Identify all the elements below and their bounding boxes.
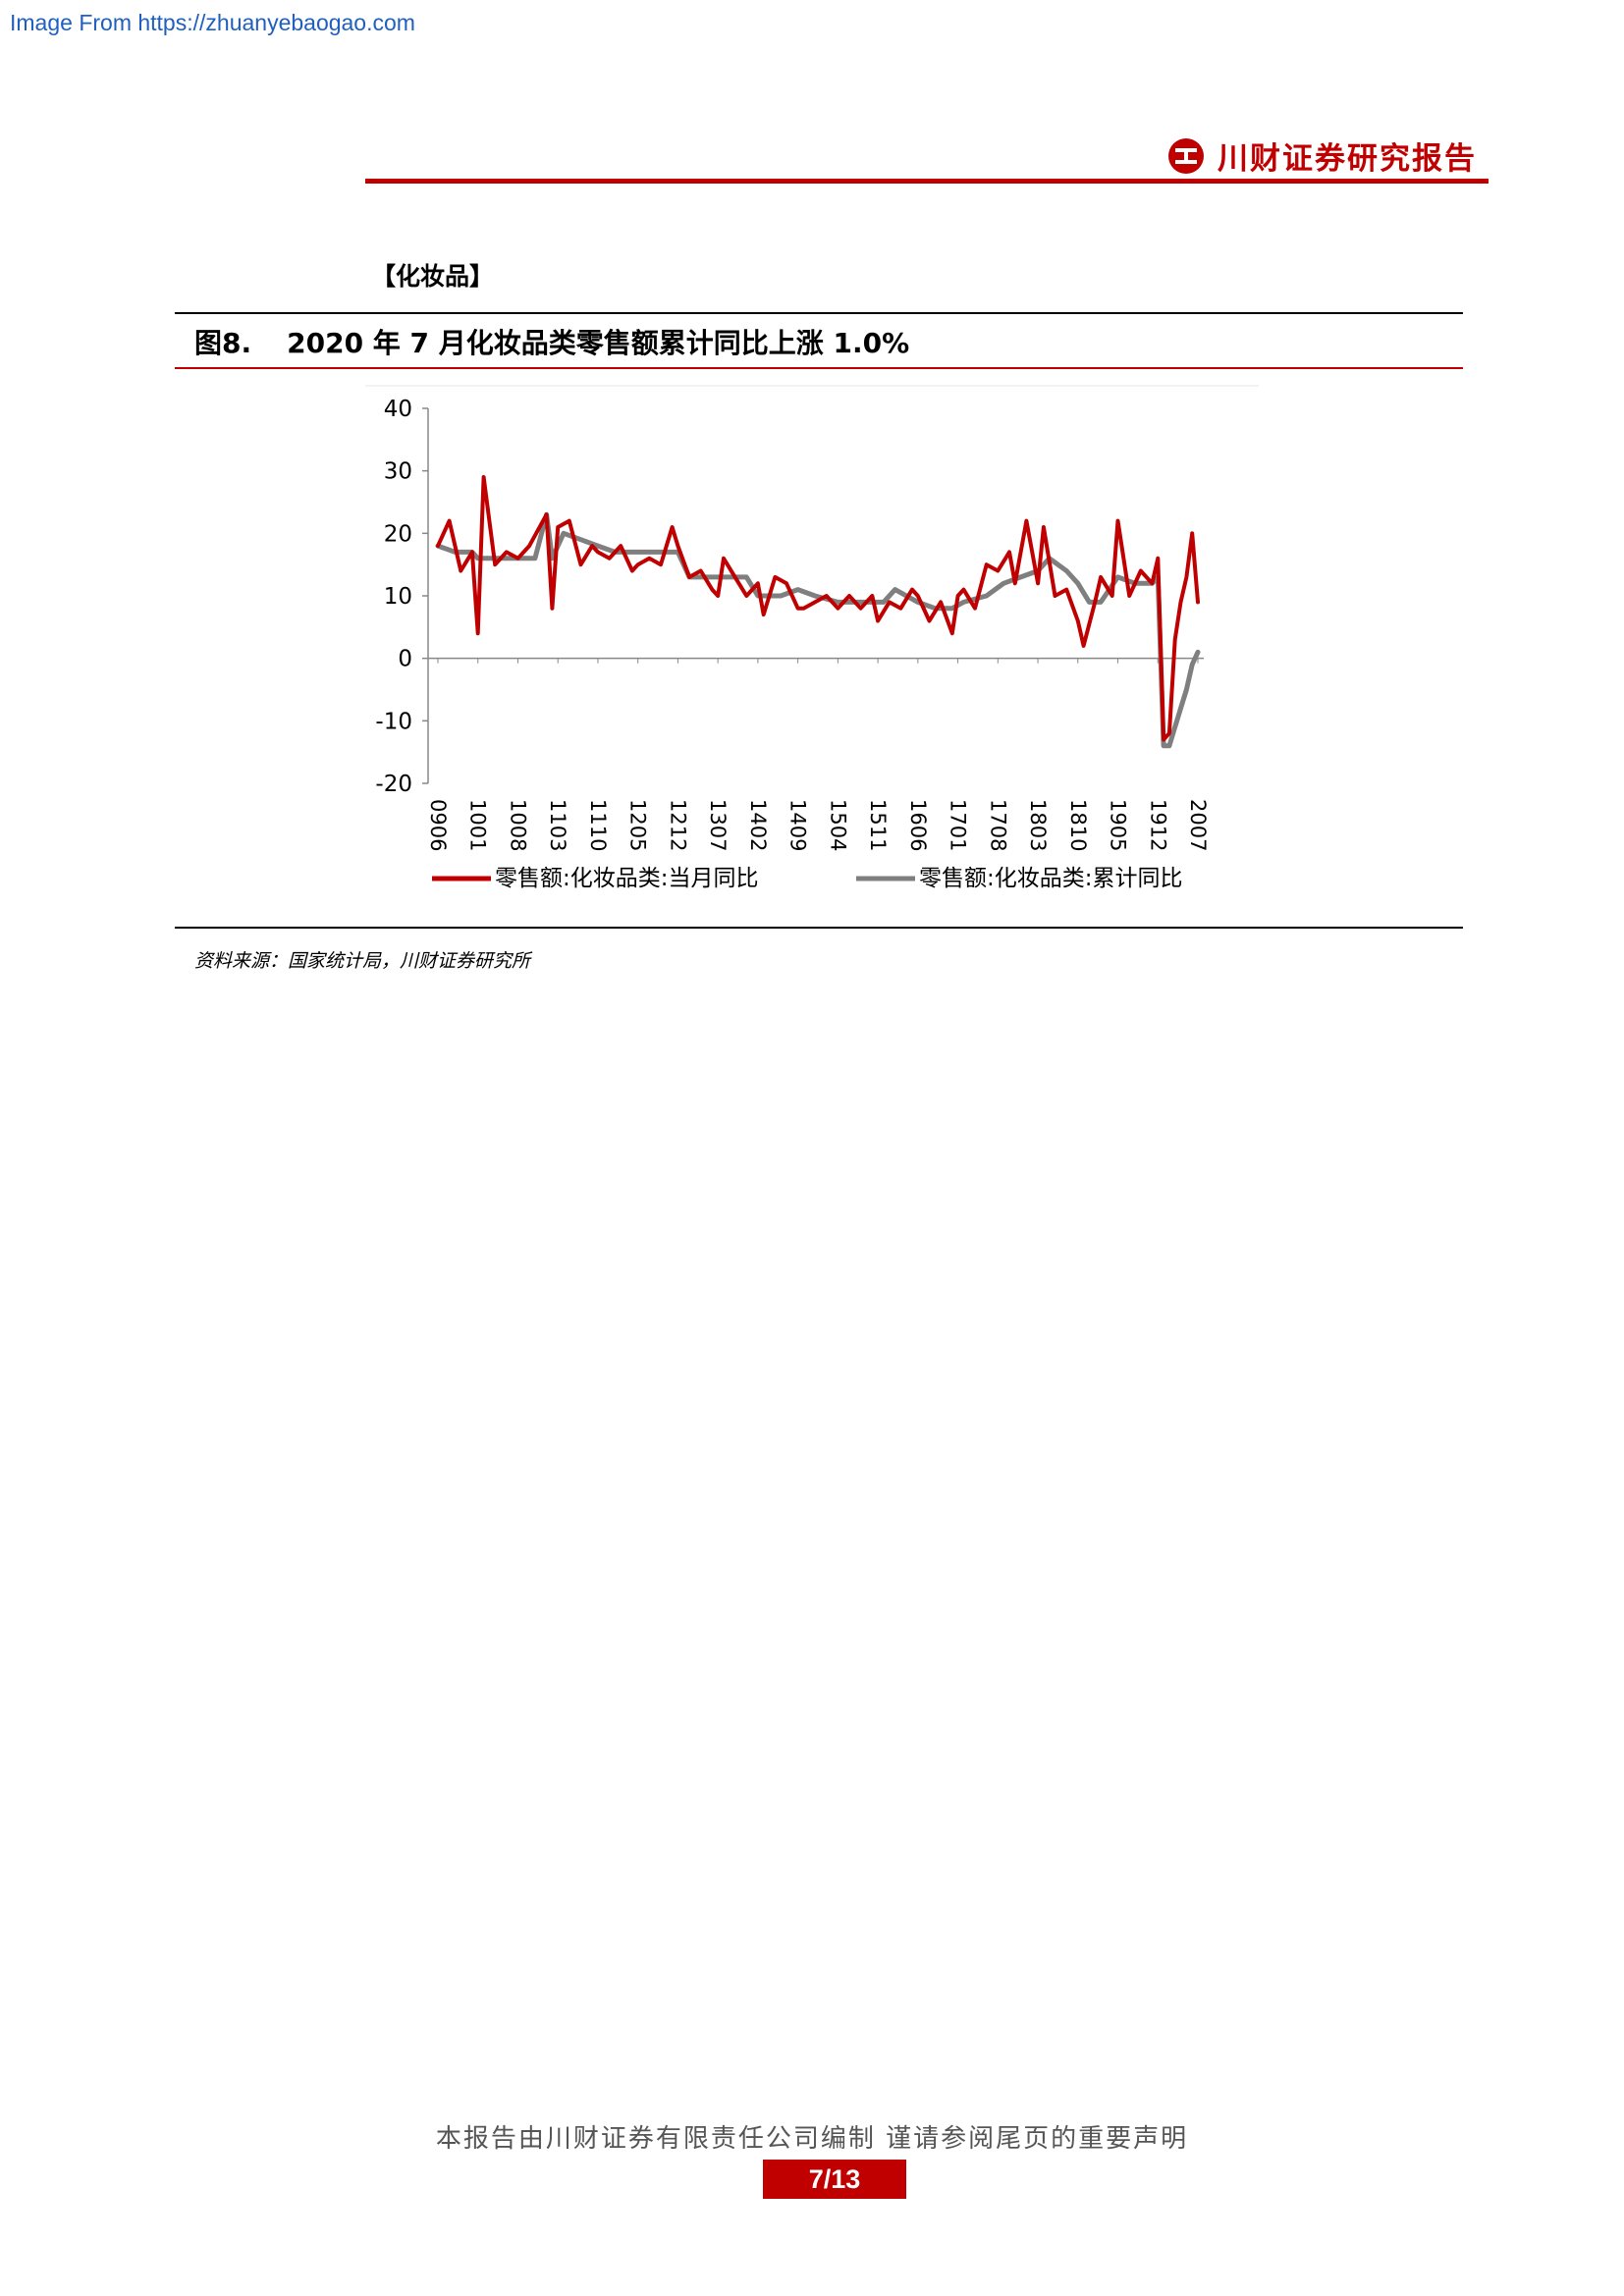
figure-label: 图8. [194,327,252,359]
report-brand: 川财证券研究报告 [1166,133,1477,178]
x-tick-label: 2007 [1186,799,1210,851]
figure-caption: 图8. 2020 年 7 月化妆品类零售额累计同比上涨 1.0% [194,322,909,361]
y-tick-label: 40 [384,397,412,422]
x-tick-label: 1212 [666,799,689,851]
x-tick-label: 1402 [746,799,770,851]
figure-bottom-rule [175,367,1463,369]
x-tick-label: 1803 [1026,799,1050,851]
legend-label: 零售额:化妆品类:当月同比 [495,866,759,891]
x-tick-label: 1409 [786,799,810,851]
line-chart: -20 -10 0 10 20 30 40 0906 1001 1008 1103 1110 1205 1… [365,385,1259,891]
y-tick-label: 10 [384,584,412,610]
x-tick-label: 1103 [546,799,569,851]
x-tick-label: 1912 [1146,799,1169,851]
x-tick-label: 1307 [706,799,730,851]
y-tick-label: 30 [384,459,412,485]
x-tick-label: 0906 [426,799,450,851]
figure-title: 2020 年 7 月化妆品类零售额累计同比上涨 1.0% [287,327,910,359]
x-tick-label: 1008 [506,799,529,851]
y-tick-label: 0 [398,647,412,672]
x-tick-label: 1606 [906,799,930,851]
figure-top-rule [175,312,1463,314]
series-line-cumulative-yoy [435,511,1201,749]
footer-disclaimer: 本报告由川财证券有限责任公司编制 谨请参阅尾页的重要声明 [435,2124,1189,2154]
y-tick-label: -10 [375,709,412,734]
series-line-monthly-yoy [436,475,1200,742]
y-tick-label: 20 [384,521,412,547]
x-tick-label: 1810 [1066,799,1090,851]
watermark-url[interactable]: Image From https://zhuanyebaogao.com [10,10,415,35]
page-number: 7/13 [763,2160,906,2199]
header-divider [365,179,1489,184]
section-heading: 【化妆品】 [371,262,495,291]
x-tick-label: 1110 [586,799,610,851]
x-tick-label: 1511 [866,799,890,851]
brand-logo-icon [1168,137,1204,174]
legend-label: 零售额:化妆品类:累计同比 [919,866,1183,891]
figure-source: 资料来源：国家统计局，川财证券研究所 [194,950,531,972]
x-tick-label: 1905 [1107,799,1130,851]
x-tick-label: 1504 [826,799,849,851]
x-tick-label: 1708 [986,799,1009,851]
x-tick-label: 1701 [947,799,970,851]
y-tick-label: -20 [375,772,412,797]
x-tick-label: 1205 [626,799,650,851]
source-rule [175,927,1463,929]
x-tick-label: 1001 [466,799,490,851]
brand-name: 川财证券研究报告 [1218,141,1477,177]
